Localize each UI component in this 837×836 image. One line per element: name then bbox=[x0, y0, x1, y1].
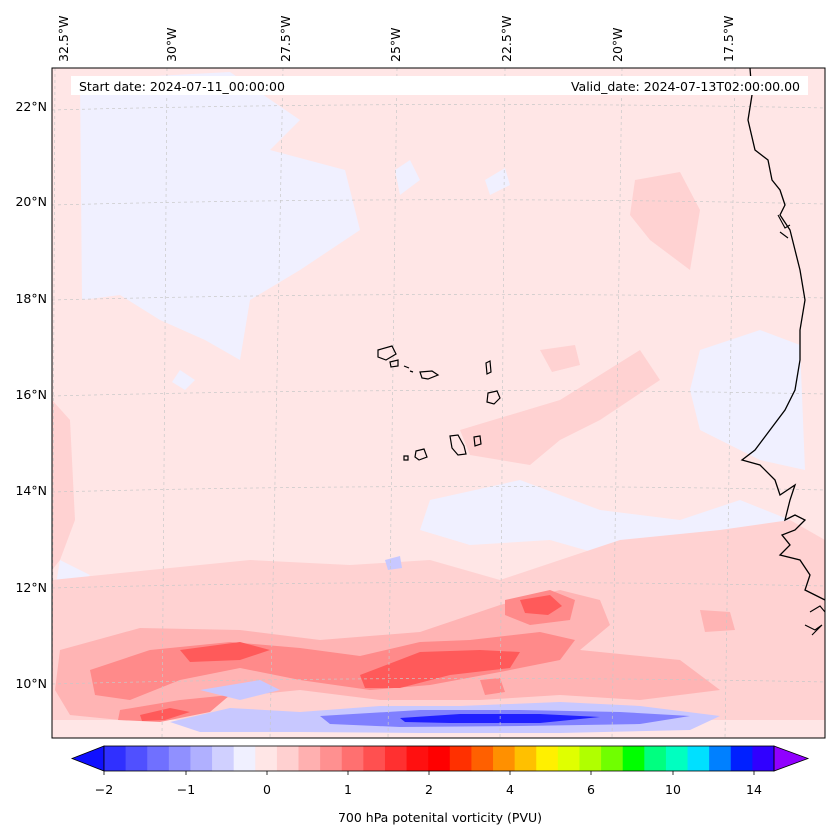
colorbar-segment bbox=[514, 746, 537, 771]
lat-label: 20°N bbox=[15, 194, 47, 209]
colorbar-segment bbox=[536, 746, 559, 771]
lat-label: 10°N bbox=[15, 676, 47, 691]
colorbar-segment bbox=[730, 746, 753, 771]
lon-label: 30°W bbox=[164, 27, 179, 62]
colorbar-segment bbox=[320, 746, 343, 771]
colorbar-segment bbox=[709, 746, 732, 771]
africa-coastline bbox=[740, 68, 825, 601]
colorbar-segment bbox=[233, 746, 256, 771]
colorbar-segment bbox=[212, 746, 235, 771]
lon-label: 17.5°W bbox=[721, 16, 736, 62]
lon-label: 32.5°W bbox=[56, 16, 71, 62]
lat-label: 12°N bbox=[15, 580, 47, 595]
colorbar-segment bbox=[622, 746, 645, 771]
colorbar-frame bbox=[103, 745, 775, 772]
lon-label: 22.5°W bbox=[499, 16, 514, 62]
colorbar-segment bbox=[557, 746, 580, 771]
colorbar-segment bbox=[363, 746, 386, 771]
colorbar-segment bbox=[687, 746, 710, 771]
colorbar-segment bbox=[449, 746, 472, 771]
colorbar-segment bbox=[125, 746, 148, 771]
colorbar-segment bbox=[752, 746, 775, 771]
pv-light-blue-regions bbox=[55, 72, 805, 600]
colorbar-tick: 1 bbox=[344, 782, 352, 797]
colorbar-segment bbox=[428, 746, 451, 771]
lon-label: 20°W bbox=[610, 27, 625, 62]
colorbar-segment bbox=[298, 746, 321, 771]
colorbar-segment bbox=[341, 746, 364, 771]
colorbar-tick: 6 bbox=[587, 782, 595, 797]
colorbar-tick: 0 bbox=[263, 782, 271, 797]
lat-labels: 22°N 20°N 18°N 16°N 14°N 12°N 10°N bbox=[15, 99, 47, 691]
colorbar-tick: 14 bbox=[746, 782, 762, 797]
colorbar-label: 700 hPa potenital vorticity (PVU) bbox=[338, 810, 542, 825]
start-date-label: Start date: 2024-07-11_00:00:00 bbox=[79, 79, 285, 94]
lat-label: 22°N bbox=[15, 99, 47, 114]
colorbar-segment bbox=[665, 746, 689, 771]
colorbar-tick: 10 bbox=[665, 782, 681, 797]
colorbar-segment bbox=[384, 746, 408, 771]
colorbar-segment bbox=[579, 746, 602, 771]
colorbar-segment bbox=[168, 746, 191, 771]
colorbar-tick: −2 bbox=[95, 782, 113, 797]
date-info-box bbox=[71, 76, 808, 95]
colorbar-segment bbox=[644, 746, 667, 771]
colorbar-tick: 4 bbox=[506, 782, 514, 797]
valid-date-label: Valid_date: 2024-07-13T02:00:00.00 bbox=[571, 79, 800, 94]
lat-label: 14°N bbox=[15, 483, 47, 498]
map-frame bbox=[51, 67, 826, 739]
lat-label: 16°N bbox=[15, 387, 47, 402]
colorbar-segment bbox=[190, 746, 213, 771]
lon-labels: 32.5°W 30°W 27.5°W 25°W 22.5°W 20°W 17.5… bbox=[56, 16, 736, 62]
map-plot-area bbox=[52, 68, 825, 738]
colorbar-segment bbox=[276, 746, 300, 771]
colorbar-tick: 2 bbox=[425, 782, 433, 797]
cape-verde-islands bbox=[377, 345, 501, 461]
pv-blue-bands bbox=[170, 556, 720, 733]
lon-label: 27.5°W bbox=[278, 16, 293, 62]
colorbar-tick: −1 bbox=[177, 782, 195, 797]
colorbar-segment bbox=[104, 746, 127, 771]
colorbar-segment bbox=[493, 746, 516, 771]
colorbar-max-arrow bbox=[773, 745, 810, 772]
colorbar-segment bbox=[406, 746, 429, 771]
colorbar bbox=[70, 745, 810, 775]
colorbar-segment bbox=[471, 746, 494, 771]
colorbar-ticks: −2 −1 0 1 2 4 6 10 14 bbox=[95, 782, 762, 797]
lat-label: 18°N bbox=[15, 291, 47, 306]
colorbar-segment bbox=[147, 746, 170, 771]
colorbar-segment bbox=[601, 746, 624, 771]
lon-label: 25°W bbox=[388, 27, 403, 62]
graticule bbox=[52, 68, 825, 738]
coast-detail-1 bbox=[777, 214, 825, 636]
colorbar-segment bbox=[255, 746, 278, 771]
colorbar-min-arrow bbox=[70, 745, 105, 772]
